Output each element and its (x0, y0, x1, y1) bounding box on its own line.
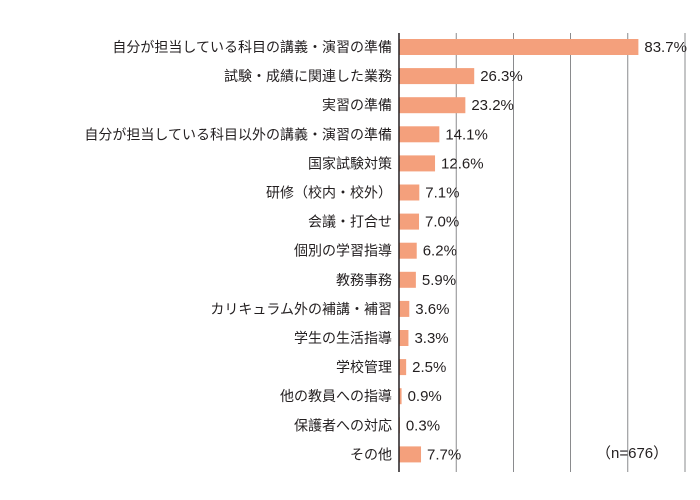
bar (399, 388, 402, 405)
value-label: 12.6% (441, 155, 484, 172)
bar (399, 97, 466, 114)
bar (399, 359, 407, 376)
value-label: 5.9% (422, 272, 456, 289)
bar (399, 39, 639, 55)
category-label: カリキュラム外の補講・補習 (210, 302, 392, 318)
value-label: 14.1% (445, 126, 488, 143)
value-label: 7.0% (425, 214, 459, 231)
value-label: 83.7% (644, 39, 687, 56)
category-label: 他の教員への指導 (280, 389, 392, 405)
category-label: 会議・打合せ (308, 214, 392, 231)
category-label: 自分が担当している科目の講義・演習の準備 (112, 39, 392, 56)
value-label: 7.1% (425, 185, 459, 202)
value-labels: 83.7% 26.3% 23.2% 14.1% 12.6% 7.1% 7.0% 6.2% 5.9… (406, 39, 687, 463)
category-label: 保護者への対応 (294, 418, 392, 434)
category-label: 教務事務 (336, 273, 392, 289)
category-label: 実習の準備 (322, 98, 392, 114)
bar (399, 242, 417, 259)
value-label: 26.3% (480, 68, 523, 85)
value-label: 23.2% (471, 97, 514, 114)
bar (399, 271, 416, 288)
category-label: 試験・成績に関連した業務 (224, 69, 392, 85)
value-label: 0.9% (408, 388, 442, 405)
category-label: 学校管理 (336, 359, 392, 376)
category-label: その他 (350, 447, 392, 463)
bar (399, 184, 420, 201)
value-label: 3.6% (415, 301, 449, 318)
value-label: 0.3% (406, 417, 440, 434)
category-label: 個別の学習指導 (294, 244, 392, 260)
gridlines (455, 33, 686, 472)
bar (399, 330, 409, 346)
category-labels: 自分が担当している科目の講義・演習の準備試験・成績に関連した業務実習の準備自分が… (84, 39, 392, 463)
value-label: 7.7% (427, 446, 461, 463)
bar (399, 446, 422, 463)
bar (399, 155, 436, 172)
category-label: 学生の生活指導 (294, 331, 392, 347)
value-label: 6.2% (423, 243, 457, 260)
bars (399, 39, 639, 463)
sample-size-note: （n=676） (596, 445, 668, 462)
bar (399, 300, 410, 317)
bar (399, 213, 420, 230)
bar (399, 126, 440, 143)
category-label: 研修（校内・校外） (266, 185, 392, 202)
value-label: 3.3% (414, 330, 448, 347)
bar (399, 68, 475, 85)
value-label: 2.5% (412, 359, 446, 376)
category-label: 国家試験対策 (308, 155, 392, 172)
category-label: 自分が担当している科目以外の講義・演習の準備 (84, 126, 392, 143)
